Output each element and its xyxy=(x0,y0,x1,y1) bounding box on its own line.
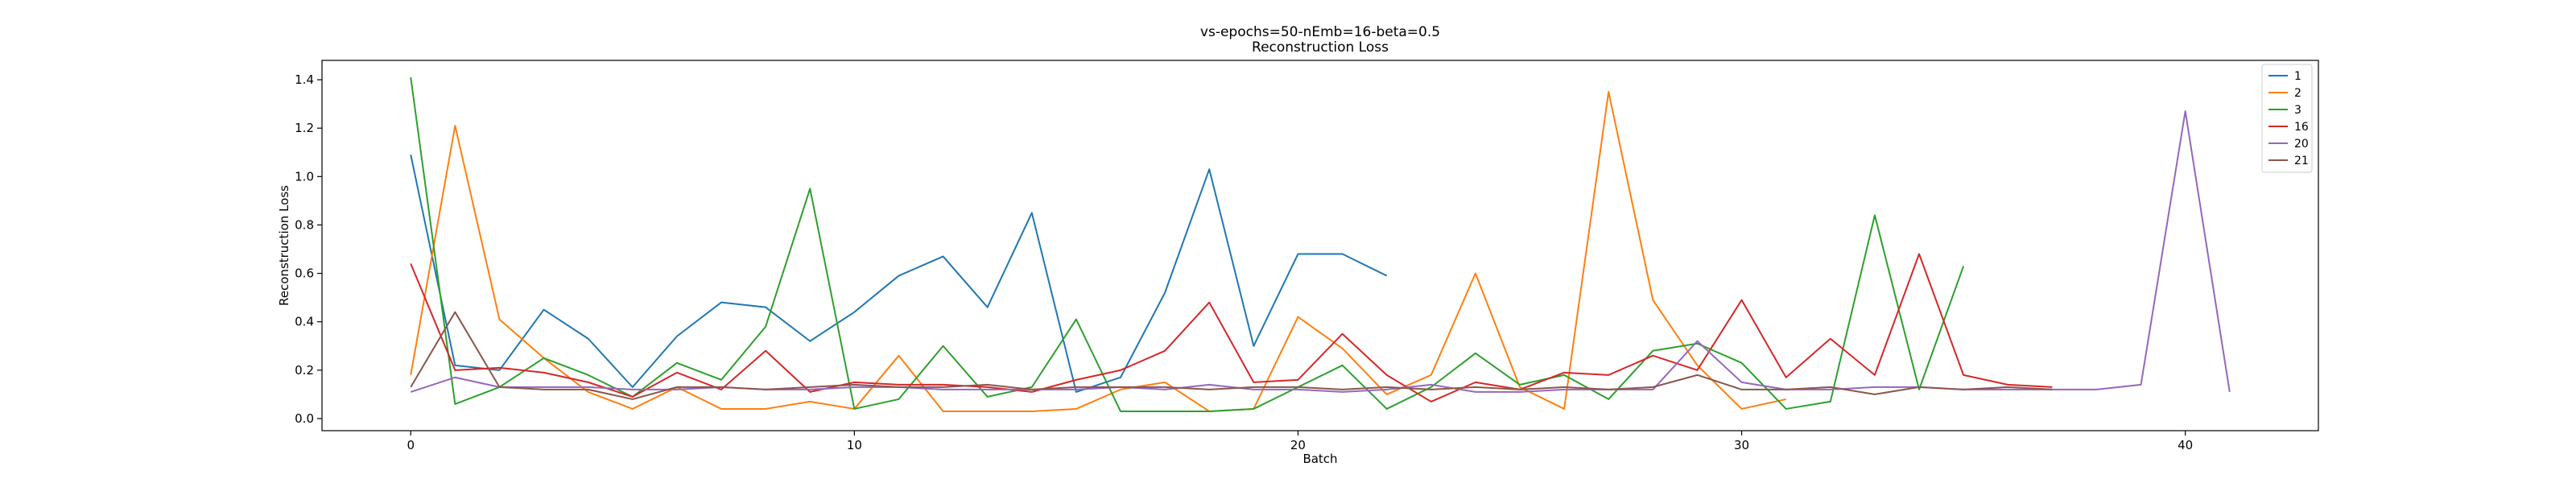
series-line-2 xyxy=(410,91,1786,412)
plot-area xyxy=(322,60,2318,431)
legend-label-1: 1 xyxy=(2294,70,2301,83)
axes-frame-layer xyxy=(321,60,2319,431)
legend-label-3: 3 xyxy=(2294,104,2301,117)
series-layer xyxy=(410,76,2231,412)
x-tick-label: 30 xyxy=(1734,438,1749,452)
series-line-16 xyxy=(410,253,2053,402)
legend-box xyxy=(2261,64,2313,173)
x-tick-label: 20 xyxy=(1290,438,1306,452)
x-tick-label: 0 xyxy=(407,438,415,452)
x-tick-label: 10 xyxy=(847,438,862,452)
y-tick-label: 1.4 xyxy=(295,72,314,87)
plot-background xyxy=(322,60,2318,431)
series-line-3 xyxy=(410,76,1965,412)
chart-title: vs-epochs=50-nEmb=16-beta=0.5 xyxy=(1200,24,1440,40)
legend-label-2: 2 xyxy=(2294,87,2301,100)
series-line-21 xyxy=(410,311,2053,400)
legend-label-16: 16 xyxy=(2294,121,2309,134)
y-tick-label: 0.6 xyxy=(295,266,314,281)
legend-label-21: 21 xyxy=(2294,155,2309,167)
y-axis-label: Reconstruction Loss xyxy=(277,185,291,306)
legend-label-20: 20 xyxy=(2294,138,2309,151)
x-axis-label: Batch xyxy=(1302,452,1337,466)
x-tick-label: 40 xyxy=(2178,438,2193,452)
series-line-1 xyxy=(410,155,1388,393)
y-tick-label: 0.2 xyxy=(295,363,314,378)
y-tick-label: 1.2 xyxy=(295,121,314,135)
ticks-layer: 0 10 20 30 40 0.0 0.2 0.4 0.6 0.8 1.0 1.2 1.4 xyxy=(295,72,2193,452)
y-tick-label: 0.4 xyxy=(295,315,314,329)
y-tick-label: 0.0 xyxy=(295,411,314,426)
legend: 1 2 3 16 20 21 xyxy=(2261,64,2313,173)
y-tick-label: 1.0 xyxy=(295,169,314,184)
y-tick-label: 0.8 xyxy=(295,217,314,232)
chart-subtitle: Reconstruction Loss xyxy=(1252,39,1389,56)
axes-frame xyxy=(321,60,2319,431)
